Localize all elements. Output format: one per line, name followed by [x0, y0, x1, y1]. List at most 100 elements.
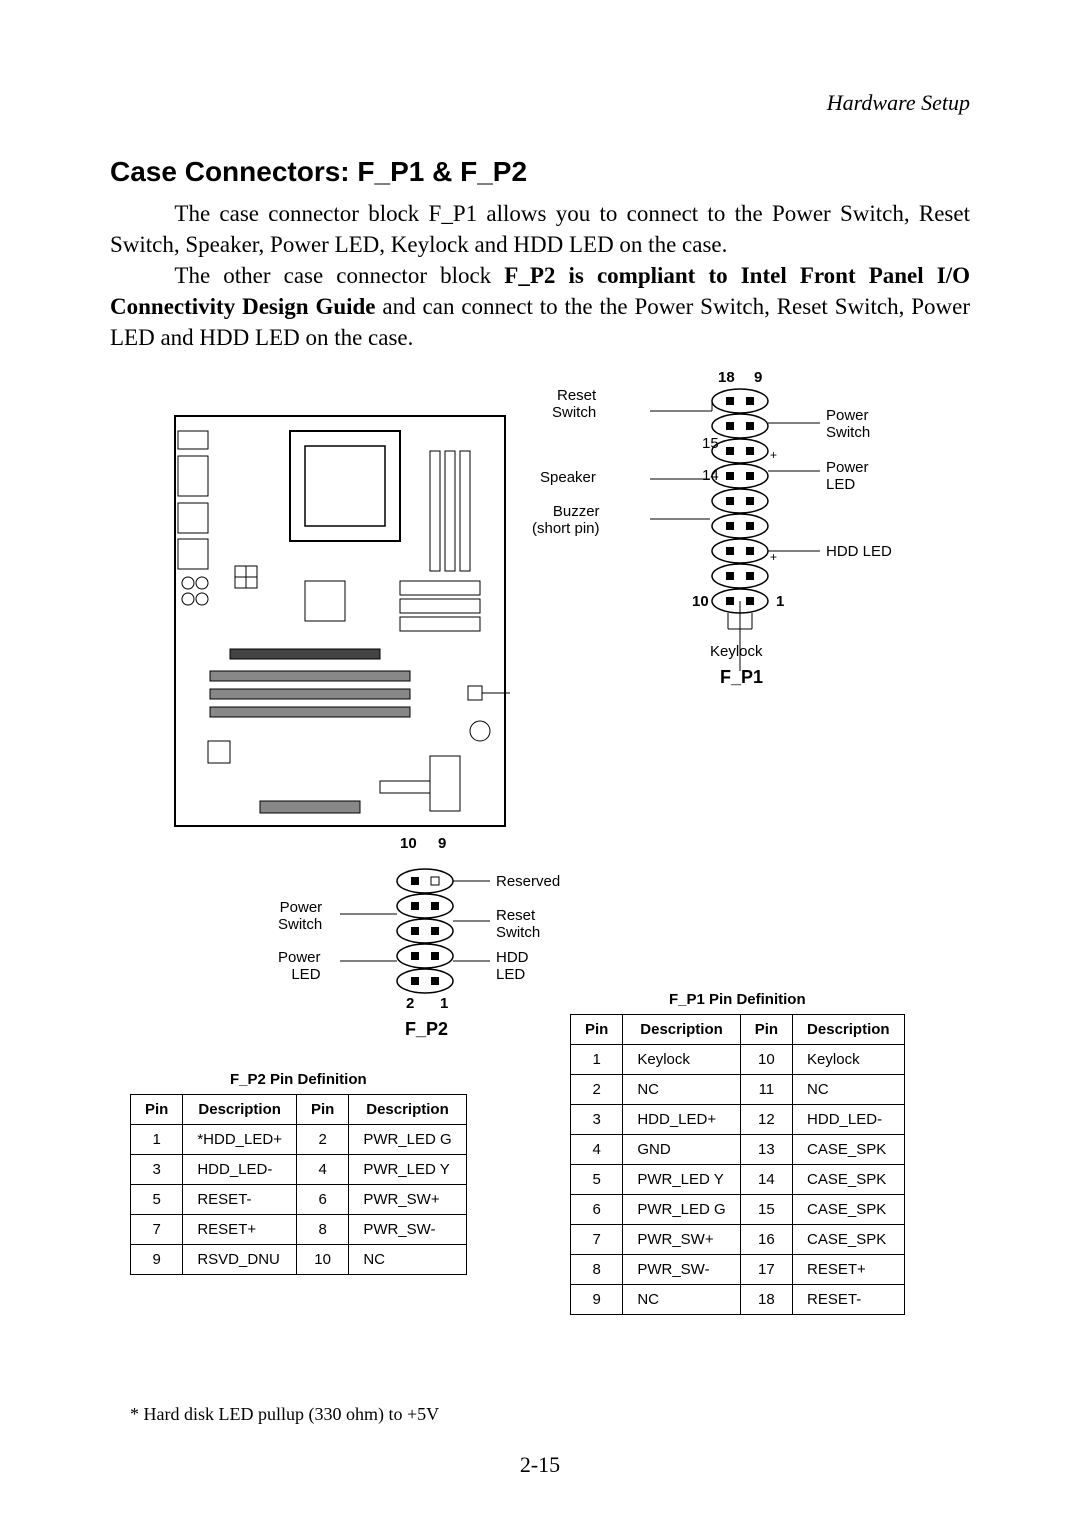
fp1-label-hdd-led: HDD LED	[826, 543, 892, 560]
fp2-name: F_P2	[405, 1019, 448, 1040]
table-cell: 10	[296, 1245, 348, 1275]
table-row: 5PWR_LED Y14CASE_SPK	[571, 1165, 905, 1195]
fp1-label-power-switch: Power Switch	[826, 407, 870, 441]
fp2-num-2: 2	[406, 995, 414, 1012]
table-cell: 15	[740, 1195, 792, 1225]
fp1-num-18: 18	[718, 369, 735, 386]
table-row: 2NC11NC	[571, 1075, 905, 1105]
table-cell: PWR_LED G	[623, 1195, 740, 1225]
motherboard-diagram	[170, 411, 510, 831]
fp1-label-speaker: Speaker	[540, 469, 596, 486]
fp1-num-9: 9	[754, 369, 762, 386]
table-cell: NC	[349, 1245, 466, 1275]
fp2-tbody: 1*HDD_LED+2PWR_LED G3HDD_LED-4PWR_LED Y5…	[131, 1125, 467, 1275]
table-cell: RESET+	[793, 1255, 905, 1285]
table-cell: CASE_SPK	[793, 1135, 905, 1165]
table-row: 9NC18RESET-	[571, 1285, 905, 1315]
table-cell: 1	[131, 1125, 183, 1155]
fp2-label-hdd-led: HDD LED	[496, 949, 529, 983]
table-cell: PWR_SW-	[349, 1215, 466, 1245]
fp2-label-power-led: Power LED	[278, 949, 321, 983]
fp1-num-1: 1	[776, 593, 784, 610]
table-cell: 5	[131, 1185, 183, 1215]
svg-text:+: +	[770, 550, 777, 564]
table-cell: 8	[296, 1215, 348, 1245]
fp1-th-1: Description	[623, 1015, 740, 1045]
figure-area: + + 18 9 15 14 10 1 Reset Switch Power S…	[110, 371, 970, 1151]
table-cell: 1	[571, 1045, 623, 1075]
table-cell: NC	[623, 1285, 740, 1315]
table-cell: HDD_LED-	[183, 1155, 297, 1185]
table-row: 8PWR_SW-17RESET+	[571, 1255, 905, 1285]
fp1-table: Pin Description Pin Description 1Keylock…	[570, 1014, 905, 1315]
table-cell: 7	[131, 1215, 183, 1245]
fp2-label-power-switch: Power Switch	[278, 899, 322, 933]
fp2-num-9: 9	[438, 835, 446, 852]
table-cell: 16	[740, 1225, 792, 1255]
table-cell: 7	[571, 1225, 623, 1255]
table-cell: RESET-	[793, 1285, 905, 1315]
paragraph-2: The other case connector block F_P2 is c…	[110, 260, 970, 353]
table-cell: RESET-	[183, 1185, 297, 1215]
table-cell: PWR_SW-	[623, 1255, 740, 1285]
table-cell: 13	[740, 1135, 792, 1165]
table-cell: 2	[296, 1125, 348, 1155]
fp1-label-power-led: Power LED	[826, 459, 869, 493]
section-title: Case Connectors: F_P1 & F_P2	[110, 156, 970, 188]
table-row: 9RSVD_DNU10NC	[131, 1245, 467, 1275]
fp1-table-block: F_P1 Pin Definition Pin Description Pin …	[570, 991, 905, 1315]
table-cell: 8	[571, 1255, 623, 1285]
table-cell: RESET+	[183, 1215, 297, 1245]
table-row: 7RESET+8PWR_SW-	[131, 1215, 467, 1245]
fp1-tbody: 1Keylock10Keylock2NC11NC3HDD_LED+12HDD_L…	[571, 1045, 905, 1315]
fp1-num-15: 15	[702, 435, 719, 452]
table-cell: Keylock	[793, 1045, 905, 1075]
table-cell: CASE_SPK	[793, 1195, 905, 1225]
fp2-label-reserved: Reserved	[496, 873, 560, 890]
table-cell: 17	[740, 1255, 792, 1285]
fp2-th-1: Description	[183, 1095, 297, 1125]
table-cell: PWR_LED Y	[349, 1155, 466, 1185]
page-number: 2-15	[0, 1452, 1080, 1478]
header-context: Hardware Setup	[110, 90, 970, 116]
footnote: * Hard disk LED pullup (330 ohm) to +5V	[130, 1404, 439, 1425]
fp1-th-0: Pin	[571, 1015, 623, 1045]
p2-lead: The other case connector block	[174, 263, 504, 288]
table-cell: 4	[571, 1135, 623, 1165]
table-cell: 10	[740, 1045, 792, 1075]
table-row: 1*HDD_LED+2PWR_LED G	[131, 1125, 467, 1155]
table-row: 3HDD_LED+12HDD_LED-	[571, 1105, 905, 1135]
fp1-table-caption: F_P1 Pin Definition	[570, 991, 905, 1008]
fp1-th-2: Pin	[740, 1015, 792, 1045]
table-row: 5RESET-6PWR_SW+	[131, 1185, 467, 1215]
table-cell: HDD_LED-	[793, 1105, 905, 1135]
fp1-label-buzzer: Buzzer (short pin)	[532, 503, 600, 537]
table-cell: CASE_SPK	[793, 1165, 905, 1195]
fp2-table: Pin Description Pin Description 1*HDD_LE…	[130, 1094, 467, 1275]
table-row: 6PWR_LED G15CASE_SPK	[571, 1195, 905, 1225]
fp2-th-0: Pin	[131, 1095, 183, 1125]
svg-text:+: +	[770, 448, 777, 462]
table-cell: PWR_LED Y	[623, 1165, 740, 1195]
table-cell: RSVD_DNU	[183, 1245, 297, 1275]
table-row: 3HDD_LED-4PWR_LED Y	[131, 1155, 467, 1185]
table-cell: 5	[571, 1165, 623, 1195]
table-row: 7PWR_SW+16CASE_SPK	[571, 1225, 905, 1255]
fp1-name: F_P1	[720, 667, 763, 688]
table-cell: PWR_SW+	[349, 1185, 466, 1215]
paragraph-1: The case connector block F_P1 allows you…	[110, 198, 970, 260]
table-cell: PWR_SW+	[623, 1225, 740, 1255]
table-cell: 14	[740, 1165, 792, 1195]
table-cell: *HDD_LED+	[183, 1125, 297, 1155]
fp1-num-10: 10	[692, 593, 709, 610]
table-cell: HDD_LED+	[623, 1105, 740, 1135]
table-cell: 9	[131, 1245, 183, 1275]
table-cell: 2	[571, 1075, 623, 1105]
table-cell: 12	[740, 1105, 792, 1135]
table-cell: 18	[740, 1285, 792, 1315]
fp2-label-reset-switch: Reset Switch	[496, 907, 540, 941]
table-row: 4GND13CASE_SPK	[571, 1135, 905, 1165]
table-cell: NC	[793, 1075, 905, 1105]
fp2-table-block: F_P2 Pin Definition Pin Description Pin …	[130, 1071, 467, 1275]
table-cell: 9	[571, 1285, 623, 1315]
